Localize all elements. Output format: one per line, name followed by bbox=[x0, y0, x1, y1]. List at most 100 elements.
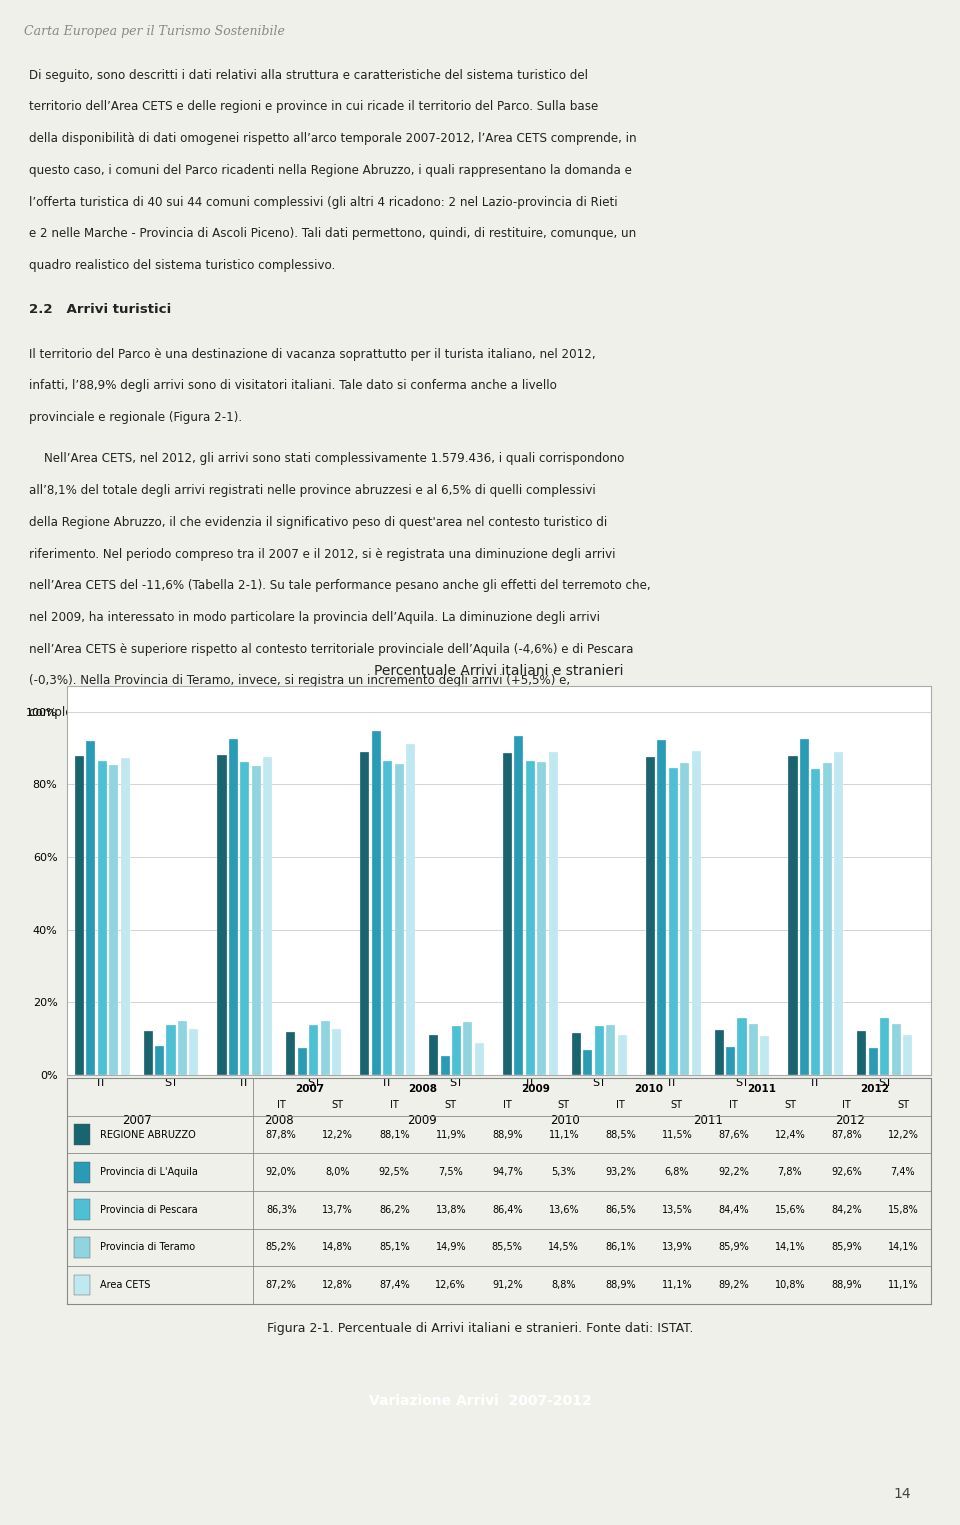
Bar bbox=[74, 1237, 89, 1258]
Text: 11,5%: 11,5% bbox=[661, 1130, 692, 1139]
Text: territorio dell’Area CETS e delle regioni e province in cui ricade il territorio: territorio dell’Area CETS e delle region… bbox=[29, 101, 598, 113]
Text: Carta Europea per il Turismo Sostenibile: Carta Europea per il Turismo Sostenibile bbox=[24, 26, 285, 38]
Text: 12,2%: 12,2% bbox=[887, 1130, 919, 1139]
Text: e 2 nelle Marche - Provincia di Ascoli Piceno). Tali dati permettono, quindi, di: e 2 nelle Marche - Provincia di Ascoli P… bbox=[29, 227, 636, 241]
Bar bbox=[823, 762, 832, 1075]
Text: 2007: 2007 bbox=[122, 1115, 152, 1127]
Bar bbox=[680, 762, 689, 1075]
Bar bbox=[98, 761, 107, 1075]
Text: ST: ST bbox=[897, 1100, 909, 1110]
Bar bbox=[74, 1200, 89, 1220]
Text: 2010: 2010 bbox=[635, 1084, 663, 1095]
Bar bbox=[429, 1035, 438, 1075]
Bar bbox=[395, 764, 404, 1075]
Bar bbox=[383, 761, 393, 1075]
Bar bbox=[549, 752, 558, 1075]
Text: (-0,3%). Nella Provincia di Teramo, invece, si registra un incremento degli arri: (-0,3%). Nella Provincia di Teramo, inve… bbox=[29, 674, 570, 688]
Bar bbox=[298, 1048, 307, 1075]
Bar bbox=[166, 1025, 176, 1075]
Bar bbox=[178, 1022, 187, 1075]
Bar bbox=[788, 756, 798, 1075]
Bar bbox=[538, 762, 546, 1075]
Bar bbox=[240, 762, 250, 1075]
Bar bbox=[218, 755, 227, 1075]
Text: Il territorio del Parco è una destinazione di vacanza soprattutto per il turista: Il territorio del Parco è una destinazio… bbox=[29, 348, 595, 361]
Text: ST: ST bbox=[444, 1100, 457, 1110]
Text: 11,1%: 11,1% bbox=[548, 1130, 579, 1139]
Text: ST: ST bbox=[784, 1100, 796, 1110]
Text: IT: IT bbox=[729, 1100, 737, 1110]
Bar bbox=[441, 1055, 449, 1075]
Text: 2010: 2010 bbox=[550, 1115, 580, 1127]
Bar bbox=[75, 756, 84, 1075]
Text: nel 2009, ha interessato in modo particolare la provincia dell’Aquila. La diminu: nel 2009, ha interessato in modo partico… bbox=[29, 612, 600, 624]
Text: 15,8%: 15,8% bbox=[888, 1205, 919, 1215]
Text: 87,8%: 87,8% bbox=[831, 1130, 862, 1139]
Text: nell’Area CETS del -11,6% (Tabella 2-1). Su tale performance pesano anche gli ef: nell’Area CETS del -11,6% (Tabella 2-1).… bbox=[29, 580, 651, 592]
Text: 7,5%: 7,5% bbox=[439, 1167, 463, 1177]
Text: 84,2%: 84,2% bbox=[831, 1205, 862, 1215]
Text: infatti, l’88,9% degli arrivi sono di visitatori italiani. Tale dato si conferma: infatti, l’88,9% degli arrivi sono di vi… bbox=[29, 380, 557, 392]
Bar bbox=[646, 756, 655, 1075]
Bar bbox=[109, 766, 118, 1075]
Text: 8,0%: 8,0% bbox=[325, 1167, 350, 1177]
Text: 87,4%: 87,4% bbox=[379, 1279, 410, 1290]
Text: 14,1%: 14,1% bbox=[775, 1243, 805, 1252]
Text: 8,8%: 8,8% bbox=[552, 1279, 576, 1290]
Bar bbox=[452, 1026, 461, 1075]
Bar bbox=[869, 1048, 877, 1075]
Bar bbox=[834, 752, 844, 1075]
Text: 89,2%: 89,2% bbox=[718, 1279, 749, 1290]
Bar bbox=[74, 1124, 89, 1145]
Text: 88,9%: 88,9% bbox=[605, 1279, 636, 1290]
Bar bbox=[857, 1031, 866, 1075]
Text: 13,6%: 13,6% bbox=[548, 1205, 579, 1215]
Text: questo caso, i comuni del Parco ricadenti nella Regione Abruzzo, i quali rappres: questo caso, i comuni del Parco ricadent… bbox=[29, 163, 632, 177]
Text: 6,8%: 6,8% bbox=[664, 1167, 689, 1177]
Bar bbox=[464, 1022, 472, 1075]
Text: 92,0%: 92,0% bbox=[266, 1167, 297, 1177]
Bar bbox=[144, 1031, 153, 1075]
Text: 92,6%: 92,6% bbox=[831, 1167, 862, 1177]
Bar bbox=[252, 766, 261, 1075]
Title: Percentuale Arrivi italiani e stranieri: Percentuale Arrivi italiani e stranieri bbox=[374, 665, 624, 679]
Bar bbox=[372, 730, 381, 1075]
Bar bbox=[475, 1043, 484, 1075]
Bar bbox=[155, 1046, 164, 1075]
Text: Figura 2-1. Percentuale di Arrivi italiani e stranieri. Fonte dati: ISTAT.: Figura 2-1. Percentuale di Arrivi italia… bbox=[267, 1322, 693, 1334]
Text: 84,4%: 84,4% bbox=[718, 1205, 749, 1215]
Text: REGIONE ABRUZZO: REGIONE ABRUZZO bbox=[100, 1130, 196, 1139]
Text: 5,3%: 5,3% bbox=[551, 1167, 576, 1177]
Text: 11,1%: 11,1% bbox=[888, 1279, 919, 1290]
Bar bbox=[691, 750, 701, 1075]
Text: 93,2%: 93,2% bbox=[605, 1167, 636, 1177]
Text: Provincia di Teramo: Provincia di Teramo bbox=[100, 1243, 195, 1252]
Text: 2.2   Arrivi turistici: 2.2 Arrivi turistici bbox=[29, 303, 171, 316]
Text: ST: ST bbox=[332, 1100, 344, 1110]
Text: ST: ST bbox=[671, 1100, 683, 1110]
Text: 2012: 2012 bbox=[860, 1084, 889, 1095]
Bar bbox=[309, 1025, 319, 1075]
Text: 2008: 2008 bbox=[408, 1084, 437, 1095]
Text: 14,5%: 14,5% bbox=[548, 1243, 579, 1252]
Bar bbox=[749, 1023, 758, 1075]
Bar bbox=[594, 1026, 604, 1075]
Text: 2007: 2007 bbox=[295, 1084, 324, 1095]
Text: 92,2%: 92,2% bbox=[718, 1167, 749, 1177]
Bar bbox=[811, 769, 821, 1075]
Text: 12,4%: 12,4% bbox=[775, 1130, 805, 1139]
Text: 86,1%: 86,1% bbox=[605, 1243, 636, 1252]
Text: della disponibilità di dati omogenei rispetto all’arco temporale 2007-2012, l’Ar: della disponibilità di dati omogenei ris… bbox=[29, 133, 636, 145]
Text: Provincia di L'Aquila: Provincia di L'Aquila bbox=[100, 1167, 198, 1177]
Text: 11,9%: 11,9% bbox=[436, 1130, 467, 1139]
Bar bbox=[360, 752, 370, 1075]
Text: 86,3%: 86,3% bbox=[266, 1205, 297, 1215]
Bar bbox=[726, 1046, 735, 1075]
Text: 86,5%: 86,5% bbox=[605, 1205, 636, 1215]
Text: IT: IT bbox=[616, 1100, 625, 1110]
Bar bbox=[286, 1032, 296, 1075]
Bar bbox=[606, 1025, 615, 1075]
Text: l’offerta turistica di 40 sui 44 comuni complessivi (gli altri 4 ricadono: 2 nel: l’offerta turistica di 40 sui 44 comuni … bbox=[29, 195, 617, 209]
Text: 7,4%: 7,4% bbox=[891, 1167, 915, 1177]
Bar bbox=[714, 1029, 724, 1075]
